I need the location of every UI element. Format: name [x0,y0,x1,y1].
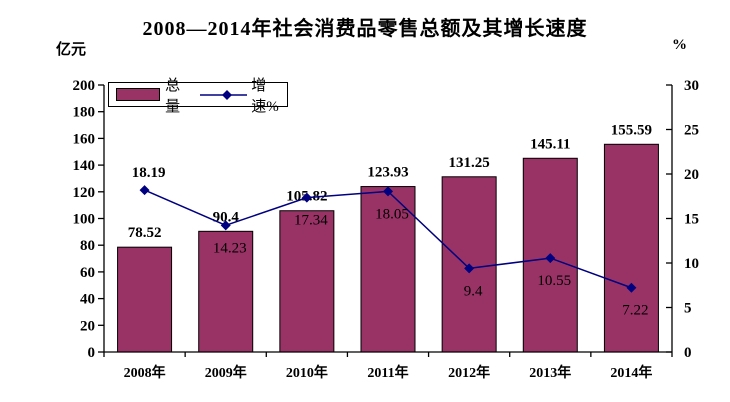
left-tick-label: 80 [80,238,95,254]
bar-value-label: 90.4 [213,209,240,225]
x-tick-label: 2010年 [286,364,328,381]
left-tick-label: 40 [80,292,95,308]
x-tick-label: 2011年 [367,364,408,381]
line-value-label: 7.22 [622,303,648,319]
bar-value-label: 78.52 [128,225,162,241]
x-tick-label: 2008年 [124,364,166,381]
x-tick-label: 2014年 [610,364,652,381]
line-value-label: 10.55 [537,273,571,289]
chart-title: 2008—2014年社会消费品零售总额及其增长速度 [142,18,588,40]
line-point [545,253,556,264]
legend-line-label: 增速% [251,77,279,115]
line-value-label: 18.05 [375,206,409,222]
right-tick-label: 10 [684,256,699,272]
line-value-label: 9.4 [464,283,483,299]
right-tick-label: 20 [684,167,699,183]
line-point [626,282,637,293]
left-tick-label: 180 [73,105,96,121]
line-value-label: 18.19 [132,165,166,181]
x-tick-label: 2013年 [529,364,571,381]
bar-value-label: 155.59 [611,122,652,138]
left-tick-label: 200 [73,78,96,94]
bar [198,230,254,353]
bar [279,210,335,353]
bar-value-label: 123.93 [367,165,408,181]
left-tick-label: 160 [73,131,96,147]
line-point [139,185,150,196]
left-tick-label: 0 [88,345,96,361]
bar [117,246,173,353]
legend-bar-label: 总量 [165,77,181,115]
left-axis-unit-label: 亿元 [56,42,87,58]
line-value-label: 17.34 [294,213,328,229]
bar-value-label: 145.11 [530,136,570,152]
right-tick-label: 0 [684,345,692,361]
line-point [464,263,475,274]
left-tick-label: 60 [80,265,95,281]
line-point [301,192,312,203]
legend-line-swatch [200,89,248,100]
left-tick-label: 100 [73,212,96,228]
right-tick-label: 30 [684,78,699,94]
line-point [383,186,393,197]
line-point [220,220,231,231]
left-tick-label: 140 [73,158,96,174]
legend: 总量 增速% [108,78,288,115]
right-tick-label: 5 [684,301,692,317]
right-tick-label: 15 [684,212,699,228]
right-tick-label: 25 [684,123,699,139]
left-tick-label: 120 [73,185,96,201]
legend-bar-swatch [116,88,161,101]
bar [360,186,416,353]
bar-value-label: 131.25 [449,155,490,171]
line-value-label: 14.23 [213,240,247,256]
bar [603,143,659,353]
left-tick-label: 20 [80,318,95,334]
right-axis-unit-label: % [672,37,687,53]
x-tick-label: 2009年 [205,364,247,381]
x-tick-label: 2012年 [448,364,490,381]
